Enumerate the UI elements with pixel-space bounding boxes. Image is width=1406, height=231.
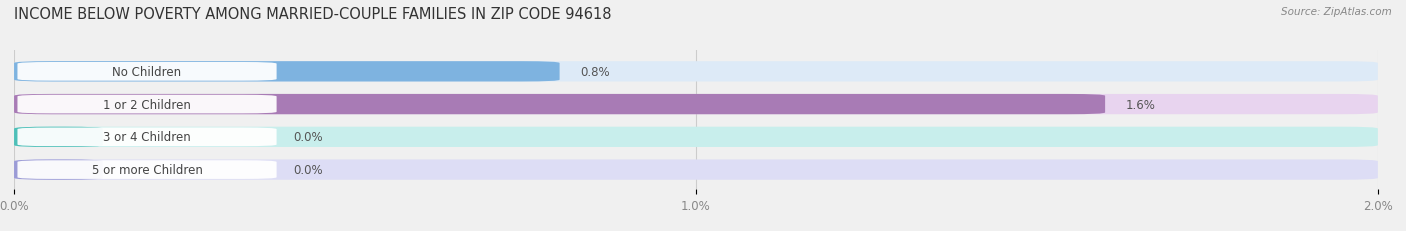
Text: 1 or 2 Children: 1 or 2 Children (103, 98, 191, 111)
Text: 5 or more Children: 5 or more Children (91, 163, 202, 176)
Text: 0.8%: 0.8% (581, 66, 610, 79)
FancyBboxPatch shape (14, 160, 103, 180)
FancyBboxPatch shape (17, 63, 277, 81)
FancyBboxPatch shape (14, 62, 560, 82)
Text: Source: ZipAtlas.com: Source: ZipAtlas.com (1281, 7, 1392, 17)
FancyBboxPatch shape (14, 94, 1105, 115)
Text: INCOME BELOW POVERTY AMONG MARRIED-COUPLE FAMILIES IN ZIP CODE 94618: INCOME BELOW POVERTY AMONG MARRIED-COUPL… (14, 7, 612, 22)
FancyBboxPatch shape (17, 161, 277, 179)
Text: 3 or 4 Children: 3 or 4 Children (103, 131, 191, 144)
FancyBboxPatch shape (14, 62, 1378, 82)
Text: No Children: No Children (112, 66, 181, 79)
FancyBboxPatch shape (17, 95, 277, 114)
FancyBboxPatch shape (17, 128, 277, 146)
FancyBboxPatch shape (14, 160, 1378, 180)
FancyBboxPatch shape (14, 127, 103, 147)
Text: 0.0%: 0.0% (294, 163, 323, 176)
FancyBboxPatch shape (14, 94, 1378, 115)
FancyBboxPatch shape (14, 127, 1378, 147)
Text: 1.6%: 1.6% (1126, 98, 1156, 111)
Text: 0.0%: 0.0% (294, 131, 323, 144)
